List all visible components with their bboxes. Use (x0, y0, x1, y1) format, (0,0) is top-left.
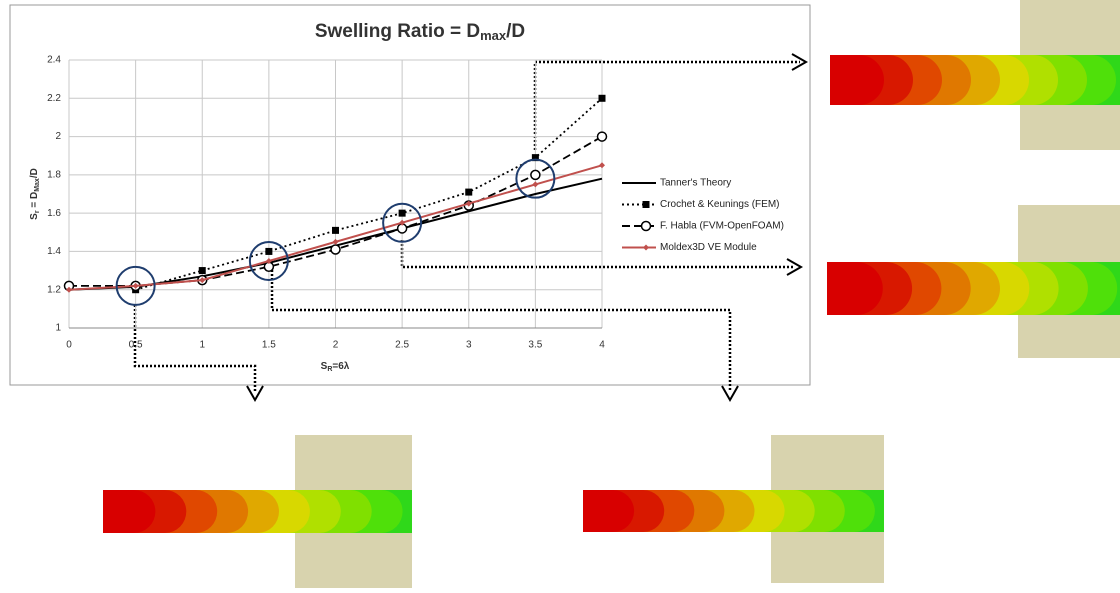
y-tick-label: 1.4 (47, 246, 61, 257)
point (398, 209, 406, 217)
y-tick-label: 1.8 (47, 169, 61, 180)
flow-segment (103, 490, 125, 533)
y-axis-label: Sr = DMax/D (29, 168, 41, 220)
connector (133, 305, 257, 392)
legend-label: Tanner's Theory (660, 178, 731, 189)
series-line (135, 97, 603, 291)
arrowhead (246, 385, 264, 403)
legend-label: F. Habla (FVM-OpenFOAM) (660, 221, 784, 232)
point (531, 154, 539, 162)
x-tick-label: 2 (333, 340, 339, 351)
highlight-circle (115, 265, 156, 306)
plot: 1 1.2 1.4 1.6 1.8 2 2.2 2.4 0 0.5 1 1.5 2 2.5 3 3.5 4 Tan… (47, 55, 784, 351)
point (465, 200, 472, 207)
x-tick-label: 2.5 (395, 340, 409, 351)
point (465, 188, 473, 196)
point (265, 258, 272, 264)
highlight-circle (515, 158, 556, 199)
y-tick-label: 2.4 (47, 55, 61, 66)
arrowhead (791, 53, 809, 71)
flow-segment (827, 262, 854, 315)
yl-mid: = D (29, 192, 40, 211)
point (132, 282, 139, 289)
y-tick-label: 1 (55, 323, 61, 334)
arrowhead (721, 385, 739, 403)
x-axis-label: SR=6λ (321, 361, 350, 373)
x-tick-label: 0 (66, 340, 72, 351)
legend-label: Moldex3D VE Module (660, 242, 757, 253)
point (332, 238, 339, 245)
chart-frame (9, 4, 811, 386)
y-tick-label: 2 (55, 131, 61, 142)
point (199, 277, 206, 284)
xl-sub: R (327, 366, 332, 373)
point (198, 267, 206, 275)
x-tick-label: 3.5 (528, 340, 542, 351)
point (599, 162, 605, 169)
point (530, 169, 541, 181)
x-tick-label: 3 (466, 340, 472, 351)
title-main: Swelling Ratio = D (315, 21, 480, 42)
x-tick-label: 1 (199, 340, 205, 351)
title-end: /D (506, 21, 525, 42)
legend-marker (643, 244, 649, 251)
xl-end: =6λ (332, 361, 349, 372)
point (598, 94, 606, 102)
flow-segment (830, 55, 855, 105)
y-tick-label: 1.2 (47, 284, 61, 295)
point (596, 131, 608, 142)
point (66, 286, 72, 293)
yl-sub: Max (34, 178, 41, 192)
title-sub: max (480, 28, 507, 43)
arrowheads (246, 53, 809, 403)
highlight-circle (248, 241, 289, 281)
y-tick-label: 2.2 (47, 93, 61, 104)
point (532, 181, 539, 188)
x-tick-label: 1.5 (262, 340, 276, 351)
x-tick-label: 4 (599, 340, 605, 351)
legend-marker (642, 201, 650, 208)
point (399, 219, 406, 226)
point (265, 247, 273, 255)
x-tick-label: 0.5 (129, 340, 143, 351)
y-tick-label: 1.6 (47, 208, 61, 219)
yl-sub: r (34, 210, 41, 213)
legend-marker (640, 220, 652, 232)
legend-label: Crochet & Keunings (FEM) (660, 199, 780, 210)
highlight-circle (382, 202, 423, 243)
arrowhead (786, 258, 804, 276)
flow-segment (583, 490, 604, 532)
chart-title: Swelling Ratio = Dmax/D (315, 21, 525, 43)
yl-main: S (29, 213, 40, 220)
xl-main: S (321, 361, 328, 372)
yl-end: /D (29, 168, 40, 178)
point (332, 226, 339, 234)
point (330, 244, 341, 255)
